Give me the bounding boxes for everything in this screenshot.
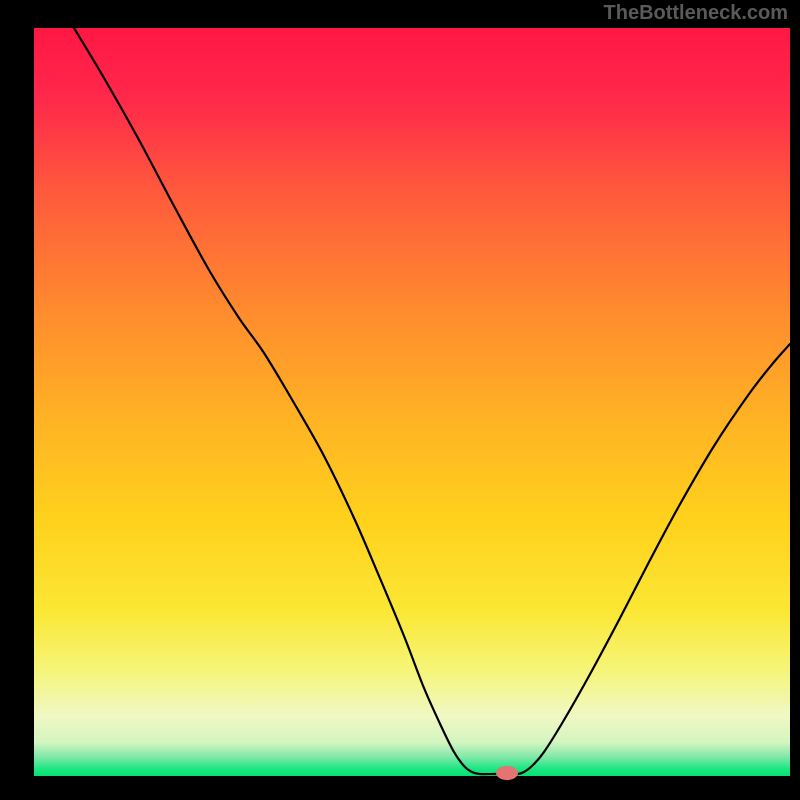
plot-area (34, 28, 790, 776)
bottleneck-curve (74, 28, 790, 774)
attribution-text: TheBottleneck.com (604, 2, 788, 25)
optimal-point-marker (496, 766, 518, 780)
bottleneck-curve-chart (34, 28, 790, 776)
